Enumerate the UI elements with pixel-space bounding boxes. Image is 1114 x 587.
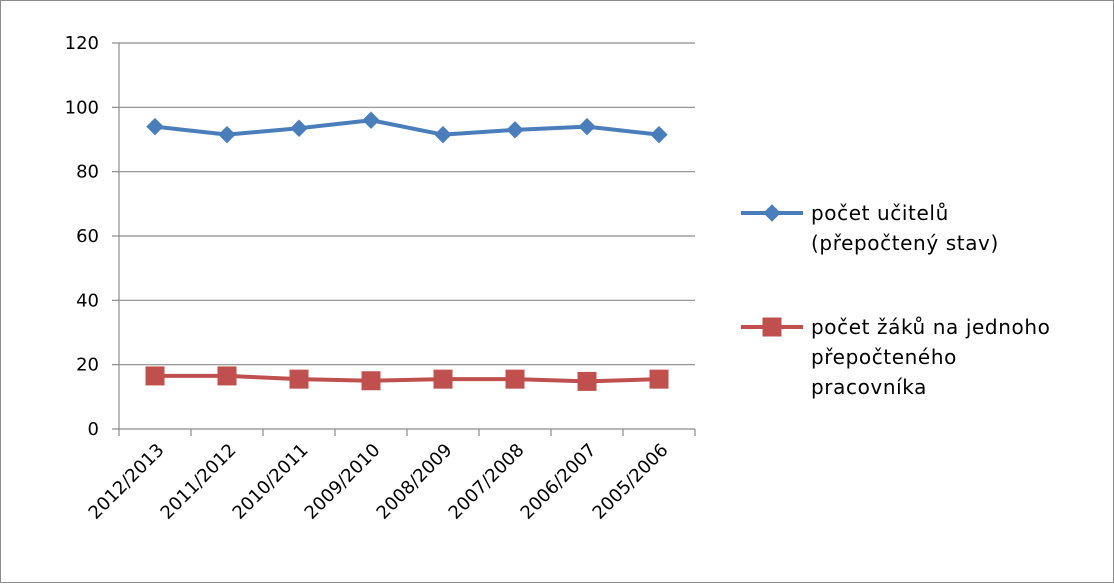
axes bbox=[112, 42, 696, 436]
x-tick-labels: 2012/20132011/20122010/20112009/20102008… bbox=[85, 440, 673, 524]
data-point bbox=[577, 371, 597, 391]
series-line-1 bbox=[154, 118, 660, 137]
gridlines bbox=[119, 42, 695, 366]
data-point bbox=[218, 125, 236, 144]
x-tick-label: 2009/2010 bbox=[301, 440, 385, 524]
y-tick-label: 0 bbox=[88, 419, 99, 440]
x-tick-label: 2010/2011 bbox=[229, 440, 313, 524]
data-point bbox=[649, 369, 669, 389]
y-tick-label: 40 bbox=[76, 290, 99, 311]
y-tick-label: 20 bbox=[76, 355, 99, 376]
legend-label: přepočteného bbox=[811, 345, 957, 369]
x-tick-label: 2005/2006 bbox=[589, 440, 673, 524]
y-tick-label: 100 bbox=[65, 97, 99, 118]
legend-label: počet učitelů bbox=[811, 201, 949, 225]
legend-marker bbox=[762, 317, 782, 337]
data-point bbox=[505, 369, 525, 389]
y-tick-labels: 0 20 40 60 80 100 120 bbox=[65, 33, 99, 440]
x-tick-label: 2012/2013 bbox=[85, 440, 169, 524]
x-tick-label: 2011/2012 bbox=[157, 440, 241, 524]
data-point bbox=[145, 366, 165, 386]
data-point bbox=[578, 117, 596, 136]
series-2 bbox=[145, 366, 669, 391]
x-tick-label: 2006/2007 bbox=[517, 440, 601, 524]
legend-entry-2: počet žáků na jednoho přepočteného pracovn… bbox=[741, 315, 1050, 399]
legend: počet učitelů (přepočtený stav) počet žáků… bbox=[741, 201, 1050, 399]
data-point bbox=[289, 369, 309, 389]
data-point bbox=[361, 371, 381, 391]
legend-marker bbox=[763, 204, 781, 222]
data-point bbox=[650, 125, 668, 144]
data-point bbox=[290, 119, 308, 137]
series-line-2 bbox=[155, 373, 660, 384]
data-point bbox=[433, 369, 453, 389]
data-point bbox=[362, 111, 380, 129]
legend-label: (přepočtený stav) bbox=[811, 231, 999, 255]
data-point bbox=[217, 366, 237, 386]
y-tick-label: 60 bbox=[76, 226, 99, 247]
legend-entry-1: počet učitelů (přepočtený stav) bbox=[741, 201, 999, 255]
x-tick-label: 2007/2008 bbox=[445, 440, 529, 524]
y-tick-label: 80 bbox=[76, 162, 99, 183]
series-1 bbox=[146, 111, 668, 144]
y-tick-label: 120 bbox=[65, 33, 99, 54]
data-point bbox=[506, 121, 524, 139]
x-tick-label: 2008/2009 bbox=[373, 440, 457, 524]
legend-label: pracovníka bbox=[811, 375, 927, 399]
data-point bbox=[146, 117, 164, 136]
series bbox=[145, 111, 669, 391]
legend-label: počet žáků na jednoho bbox=[811, 315, 1050, 339]
data-point bbox=[434, 125, 452, 144]
